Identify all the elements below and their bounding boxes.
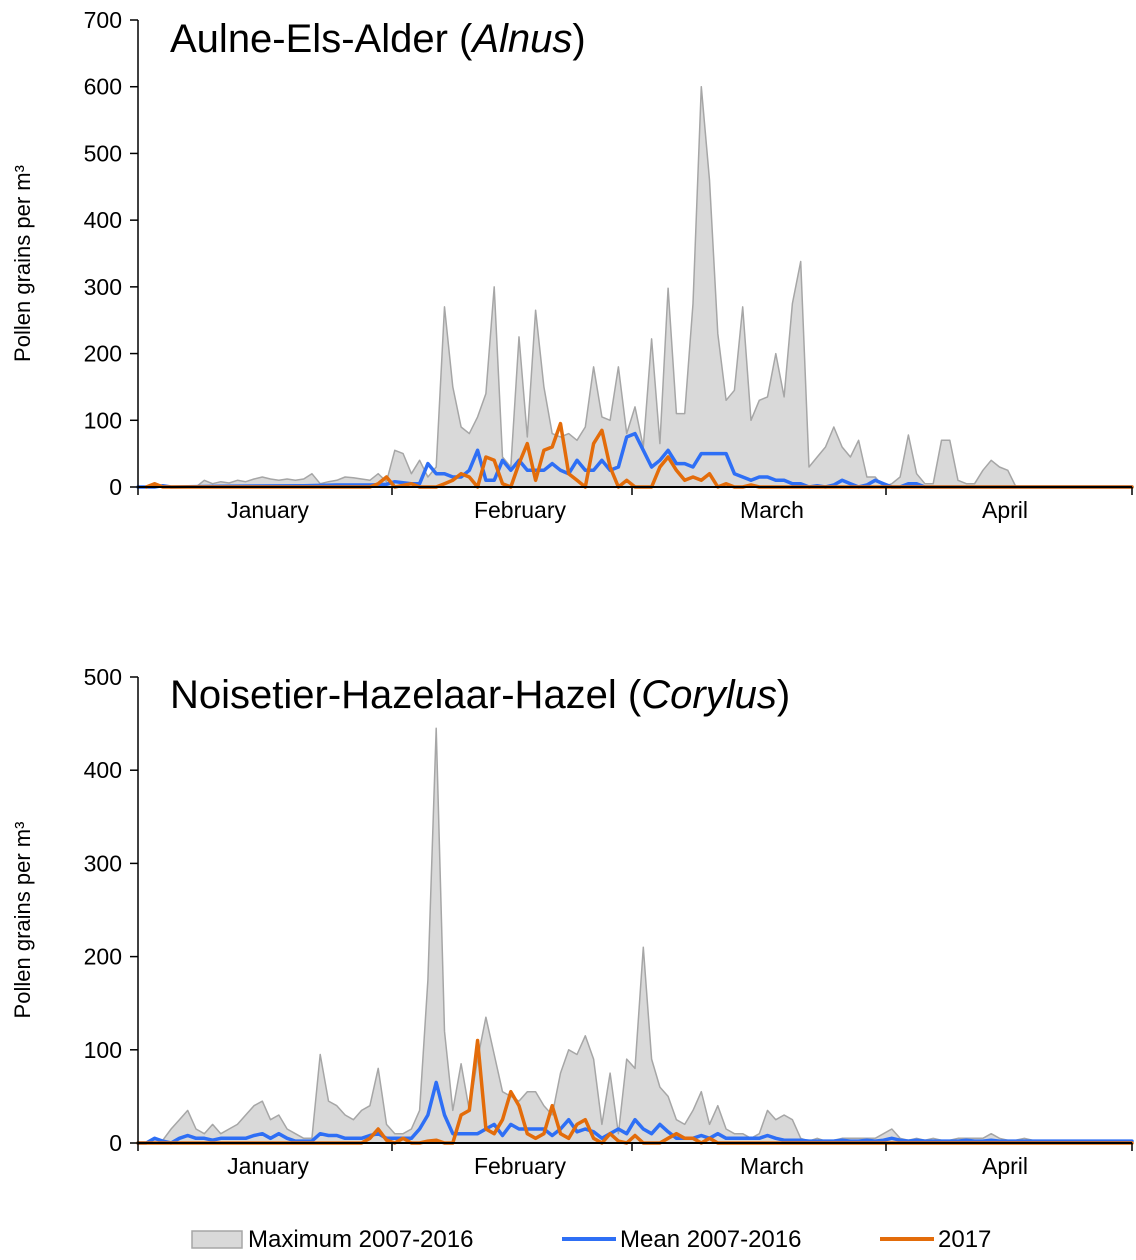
month-label: April	[982, 1153, 1028, 1179]
title-italic: Alnus	[470, 17, 572, 61]
title-italic: Corylus	[641, 673, 777, 717]
month-label: March	[740, 497, 804, 523]
month-label: January	[227, 1153, 309, 1179]
title-end: )	[777, 673, 790, 717]
y-tick-label: 400	[84, 207, 122, 233]
month-label: April	[982, 497, 1028, 523]
y-tick-label: 400	[84, 757, 122, 783]
month-label: February	[474, 1153, 567, 1179]
chart-title: Noisetier-Hazelaar-Hazel (Corylus)	[170, 673, 790, 717]
y-axis-title: Pollen grains per m³	[10, 165, 35, 362]
month-label: March	[740, 1153, 804, 1179]
legend-label: 2017	[938, 1226, 991, 1253]
series-2017-line	[144, 421, 1134, 489]
y-tick-label: 700	[84, 7, 122, 33]
y-tick-label: 0	[109, 1130, 122, 1156]
series-maximum-area	[137, 85, 1133, 488]
series-mean-line	[136, 1080, 1134, 1145]
alnus-chart: 0 100 200 300 400 500 600 700 January February Mar…	[10, 7, 1134, 523]
y-tick-label: 200	[84, 944, 122, 970]
legend-label: Mean 2007-2016	[620, 1226, 801, 1253]
y-tick-label: 200	[84, 341, 122, 367]
y-tick-label: 500	[84, 664, 122, 690]
legend-label: Maximum 2007-2016	[248, 1226, 473, 1253]
corylus-chart: 0 100 200 300 400 500 January February March Apri…	[10, 664, 1134, 1179]
y-tick-label: 100	[84, 407, 122, 433]
y-tick-label: 100	[84, 1037, 122, 1063]
y-tick-label: 300	[84, 274, 122, 300]
y-tick-label: 0	[109, 474, 122, 500]
series-maximum-area	[137, 727, 1133, 1144]
chart-title: Aulne-Els-Alder (Alnus)	[170, 17, 586, 61]
month-label: February	[474, 497, 567, 523]
y-tick-label: 300	[84, 850, 122, 876]
y-tick-label: 500	[84, 140, 122, 166]
legend: Maximum 2007-2016 Mean 2007-2016 2017	[191, 1226, 991, 1253]
series-2017-line	[136, 1038, 1134, 1145]
legend-swatch-maximum	[191, 1230, 243, 1249]
title-text: Noisetier-Hazelaar-Hazel (	[170, 673, 642, 717]
title-end: )	[572, 17, 585, 61]
y-axis-title: Pollen grains per m³	[10, 822, 35, 1019]
y-tick-label: 600	[84, 74, 122, 100]
month-label: January	[227, 497, 309, 523]
title-text: Aulne-Els-Alder (	[170, 17, 473, 61]
